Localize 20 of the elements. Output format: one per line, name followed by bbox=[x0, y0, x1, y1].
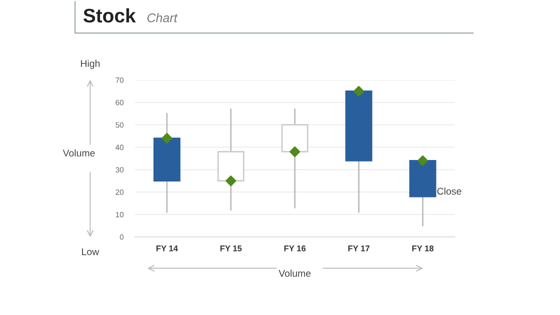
y-axis-title: Volume bbox=[62, 149, 95, 157]
point bbox=[162, 132, 172, 144]
chart-title: Stock bbox=[83, 8, 136, 23]
text: Low bbox=[82, 248, 100, 256]
candlestick bbox=[153, 112, 180, 213]
point bbox=[226, 176, 236, 186]
chart-subtitle: Chart bbox=[147, 13, 178, 22]
x-tick-label: FY 18 bbox=[412, 245, 434, 252]
x-tick-label: FY 15 bbox=[220, 246, 242, 252]
x-tick-label: FY 14 bbox=[156, 246, 178, 252]
x-axis-title: Volume bbox=[278, 270, 311, 277]
annotation: Close bbox=[437, 188, 462, 195]
candlestick bbox=[217, 108, 244, 211]
text: High bbox=[80, 60, 100, 69]
candlestick bbox=[281, 108, 308, 208]
point bbox=[417, 155, 428, 166]
point bbox=[353, 86, 364, 97]
x-tick-label: FY 17 bbox=[348, 246, 370, 252]
point bbox=[290, 146, 300, 158]
x-tick-label: FY 16 bbox=[284, 245, 306, 252]
